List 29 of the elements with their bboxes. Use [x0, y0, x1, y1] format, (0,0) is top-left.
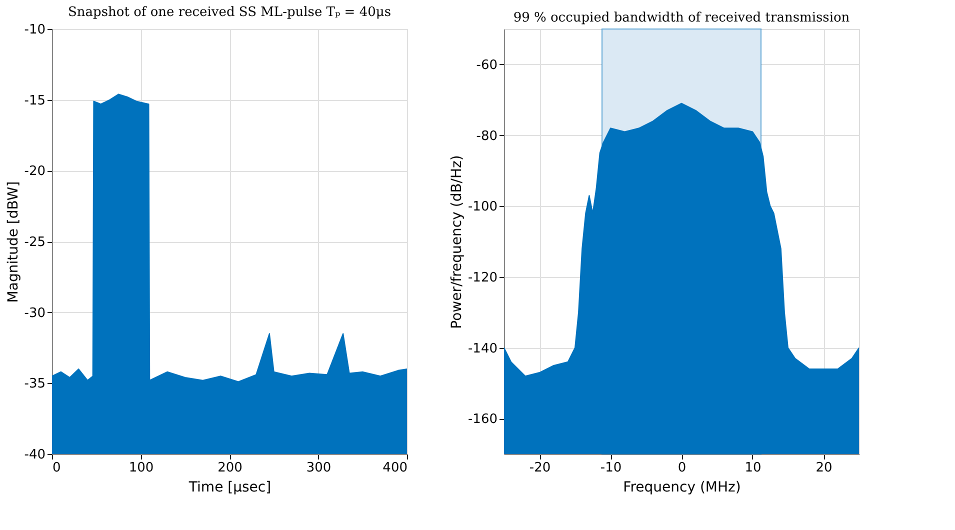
y-tick-label: -40	[24, 448, 46, 462]
x-tick-label: 200	[218, 460, 242, 476]
x-tick-label: 300	[306, 460, 332, 476]
y-tick-label: -30	[24, 306, 46, 321]
x-tick-label: 400	[382, 460, 408, 476]
x-tick-label: 10	[744, 460, 762, 476]
y-tick-label: -35	[24, 376, 46, 392]
x-tick-label: -10	[600, 460, 622, 476]
x-tick-label: 20	[816, 460, 832, 476]
y-tick-label: -20	[24, 164, 46, 180]
y-tick-label: -60	[476, 58, 498, 73]
x-tick-label: -20	[529, 460, 551, 476]
x-tick-label: 0	[52, 460, 61, 476]
y-tick-label: -15	[24, 93, 46, 108]
chart-title: 99 % occupied bandwidth of received transmission	[513, 10, 850, 26]
x-tick-label: 100	[128, 460, 154, 476]
y-tick-label: -25	[24, 235, 46, 250]
x-tick-label: 0	[678, 460, 686, 476]
chart-title: Snapshot of one received SS ML-pulse Tₚ = 40μs	[68, 5, 391, 20]
x-axis-title: Time [μsec]	[188, 480, 272, 496]
y-axis-title: Power/frequency (dB/Hz)	[448, 155, 465, 329]
y-tick-label: -10	[24, 22, 46, 38]
y-tick-label: -100	[468, 200, 498, 215]
y-tick-label: -160	[468, 412, 498, 428]
y-tick-label: -140	[468, 341, 498, 356]
y-tick-label: -120	[468, 270, 498, 286]
y-axis-title: Magnitude [dBW]	[5, 181, 22, 303]
y-tick-label: -80	[476, 128, 498, 144]
x-axis-title: Frequency (MHz)	[623, 480, 741, 496]
